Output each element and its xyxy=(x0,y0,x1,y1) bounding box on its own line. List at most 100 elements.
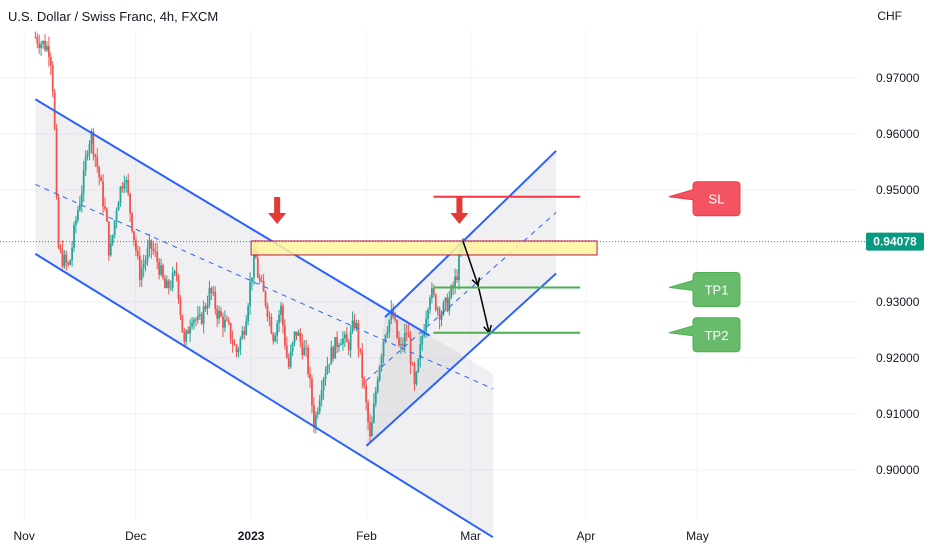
y-tick-label: 0.95000 xyxy=(876,183,920,197)
candle-body xyxy=(260,280,263,282)
candle-body xyxy=(251,277,253,282)
candle-body xyxy=(100,177,103,182)
candle-body xyxy=(299,332,302,342)
candle-body xyxy=(111,234,114,244)
candle-body xyxy=(194,319,197,321)
candle-body xyxy=(125,180,128,184)
candle-body xyxy=(320,390,323,401)
x-tick-label: Mar xyxy=(460,529,481,543)
candle-body xyxy=(355,323,358,328)
candle-body xyxy=(249,281,251,307)
candle-body xyxy=(365,385,368,403)
candle-body xyxy=(71,247,73,261)
candle-body xyxy=(367,402,369,423)
current-price-tag xyxy=(866,232,924,251)
candle-body xyxy=(225,319,228,321)
candle-body xyxy=(69,260,72,265)
candle-body xyxy=(34,37,37,38)
candle-body xyxy=(400,344,402,346)
y-tick-label: 0.97000 xyxy=(876,71,920,85)
current-price-label: 0.94078 xyxy=(873,235,917,249)
candle-body xyxy=(376,380,379,392)
candle-body xyxy=(434,294,437,310)
candle-body xyxy=(444,297,447,303)
candle-body xyxy=(396,319,398,338)
candle-body xyxy=(318,400,321,412)
candle-body xyxy=(314,414,317,428)
candle-body xyxy=(272,333,275,342)
candle-body xyxy=(227,320,230,324)
candle-body xyxy=(258,277,261,281)
candle-body xyxy=(326,365,329,374)
candle-body xyxy=(340,343,342,346)
candle-body xyxy=(401,344,404,347)
candle-body xyxy=(127,180,130,194)
candle-body xyxy=(233,344,236,346)
candle-body xyxy=(429,298,431,310)
candle-body xyxy=(140,268,143,281)
candle-body xyxy=(175,271,178,276)
candles xyxy=(34,31,464,444)
candle-body xyxy=(336,337,339,348)
candle-body xyxy=(374,391,377,404)
candle-body xyxy=(98,166,101,178)
candle-body xyxy=(218,311,221,319)
candle-body xyxy=(372,403,375,423)
candle-body xyxy=(206,304,209,309)
candle-body xyxy=(343,334,346,339)
y-tick-label: 0.93000 xyxy=(876,295,920,309)
candle-body xyxy=(63,254,66,267)
candle-body xyxy=(150,240,153,249)
candle-body xyxy=(204,306,207,309)
candle-body xyxy=(301,341,304,356)
candle-body xyxy=(295,331,298,336)
candle-body xyxy=(75,220,77,225)
candle-body xyxy=(316,411,319,415)
candle-body xyxy=(287,357,290,367)
candle-body xyxy=(173,271,176,273)
candle-body xyxy=(417,359,420,372)
candle-body xyxy=(363,378,366,386)
candle-body xyxy=(312,405,315,428)
candle-body xyxy=(450,285,453,298)
candle-body xyxy=(193,319,195,323)
candle-body xyxy=(322,379,325,391)
candle-body xyxy=(229,323,232,341)
candle-body xyxy=(291,342,294,352)
candle-body xyxy=(220,311,222,317)
candle-body xyxy=(160,265,162,275)
candle-body xyxy=(104,206,106,209)
candle-body xyxy=(46,46,48,51)
candle-body xyxy=(256,258,259,278)
candle-body xyxy=(65,254,68,263)
candle-body xyxy=(216,308,219,319)
candle-body xyxy=(142,264,145,269)
descending-channel-fill xyxy=(35,99,493,538)
candle-body xyxy=(78,203,81,211)
candle-body xyxy=(452,285,455,288)
candle-body xyxy=(328,364,331,366)
candle-body xyxy=(47,46,50,57)
candle-body xyxy=(235,345,238,353)
candle-body xyxy=(282,305,284,326)
x-tick-label: Apr xyxy=(577,529,596,543)
candle-body xyxy=(113,220,116,235)
candle-body xyxy=(371,422,373,437)
candle-body xyxy=(361,351,364,379)
candle-body xyxy=(167,280,170,288)
candle-body xyxy=(384,334,387,342)
candle-body xyxy=(458,255,460,280)
sell-signal-arrow xyxy=(268,196,287,224)
x-tick-label: Feb xyxy=(356,529,377,543)
y-tick-label: 0.96000 xyxy=(876,127,920,141)
candle-body xyxy=(411,364,414,366)
candle-body xyxy=(359,348,362,352)
candle-body xyxy=(378,366,381,381)
candle-body xyxy=(84,156,87,171)
candle-body xyxy=(345,334,348,343)
candle-body xyxy=(332,347,335,359)
candle-body xyxy=(231,340,234,345)
candle-body xyxy=(423,331,426,337)
candle-body xyxy=(76,210,79,221)
